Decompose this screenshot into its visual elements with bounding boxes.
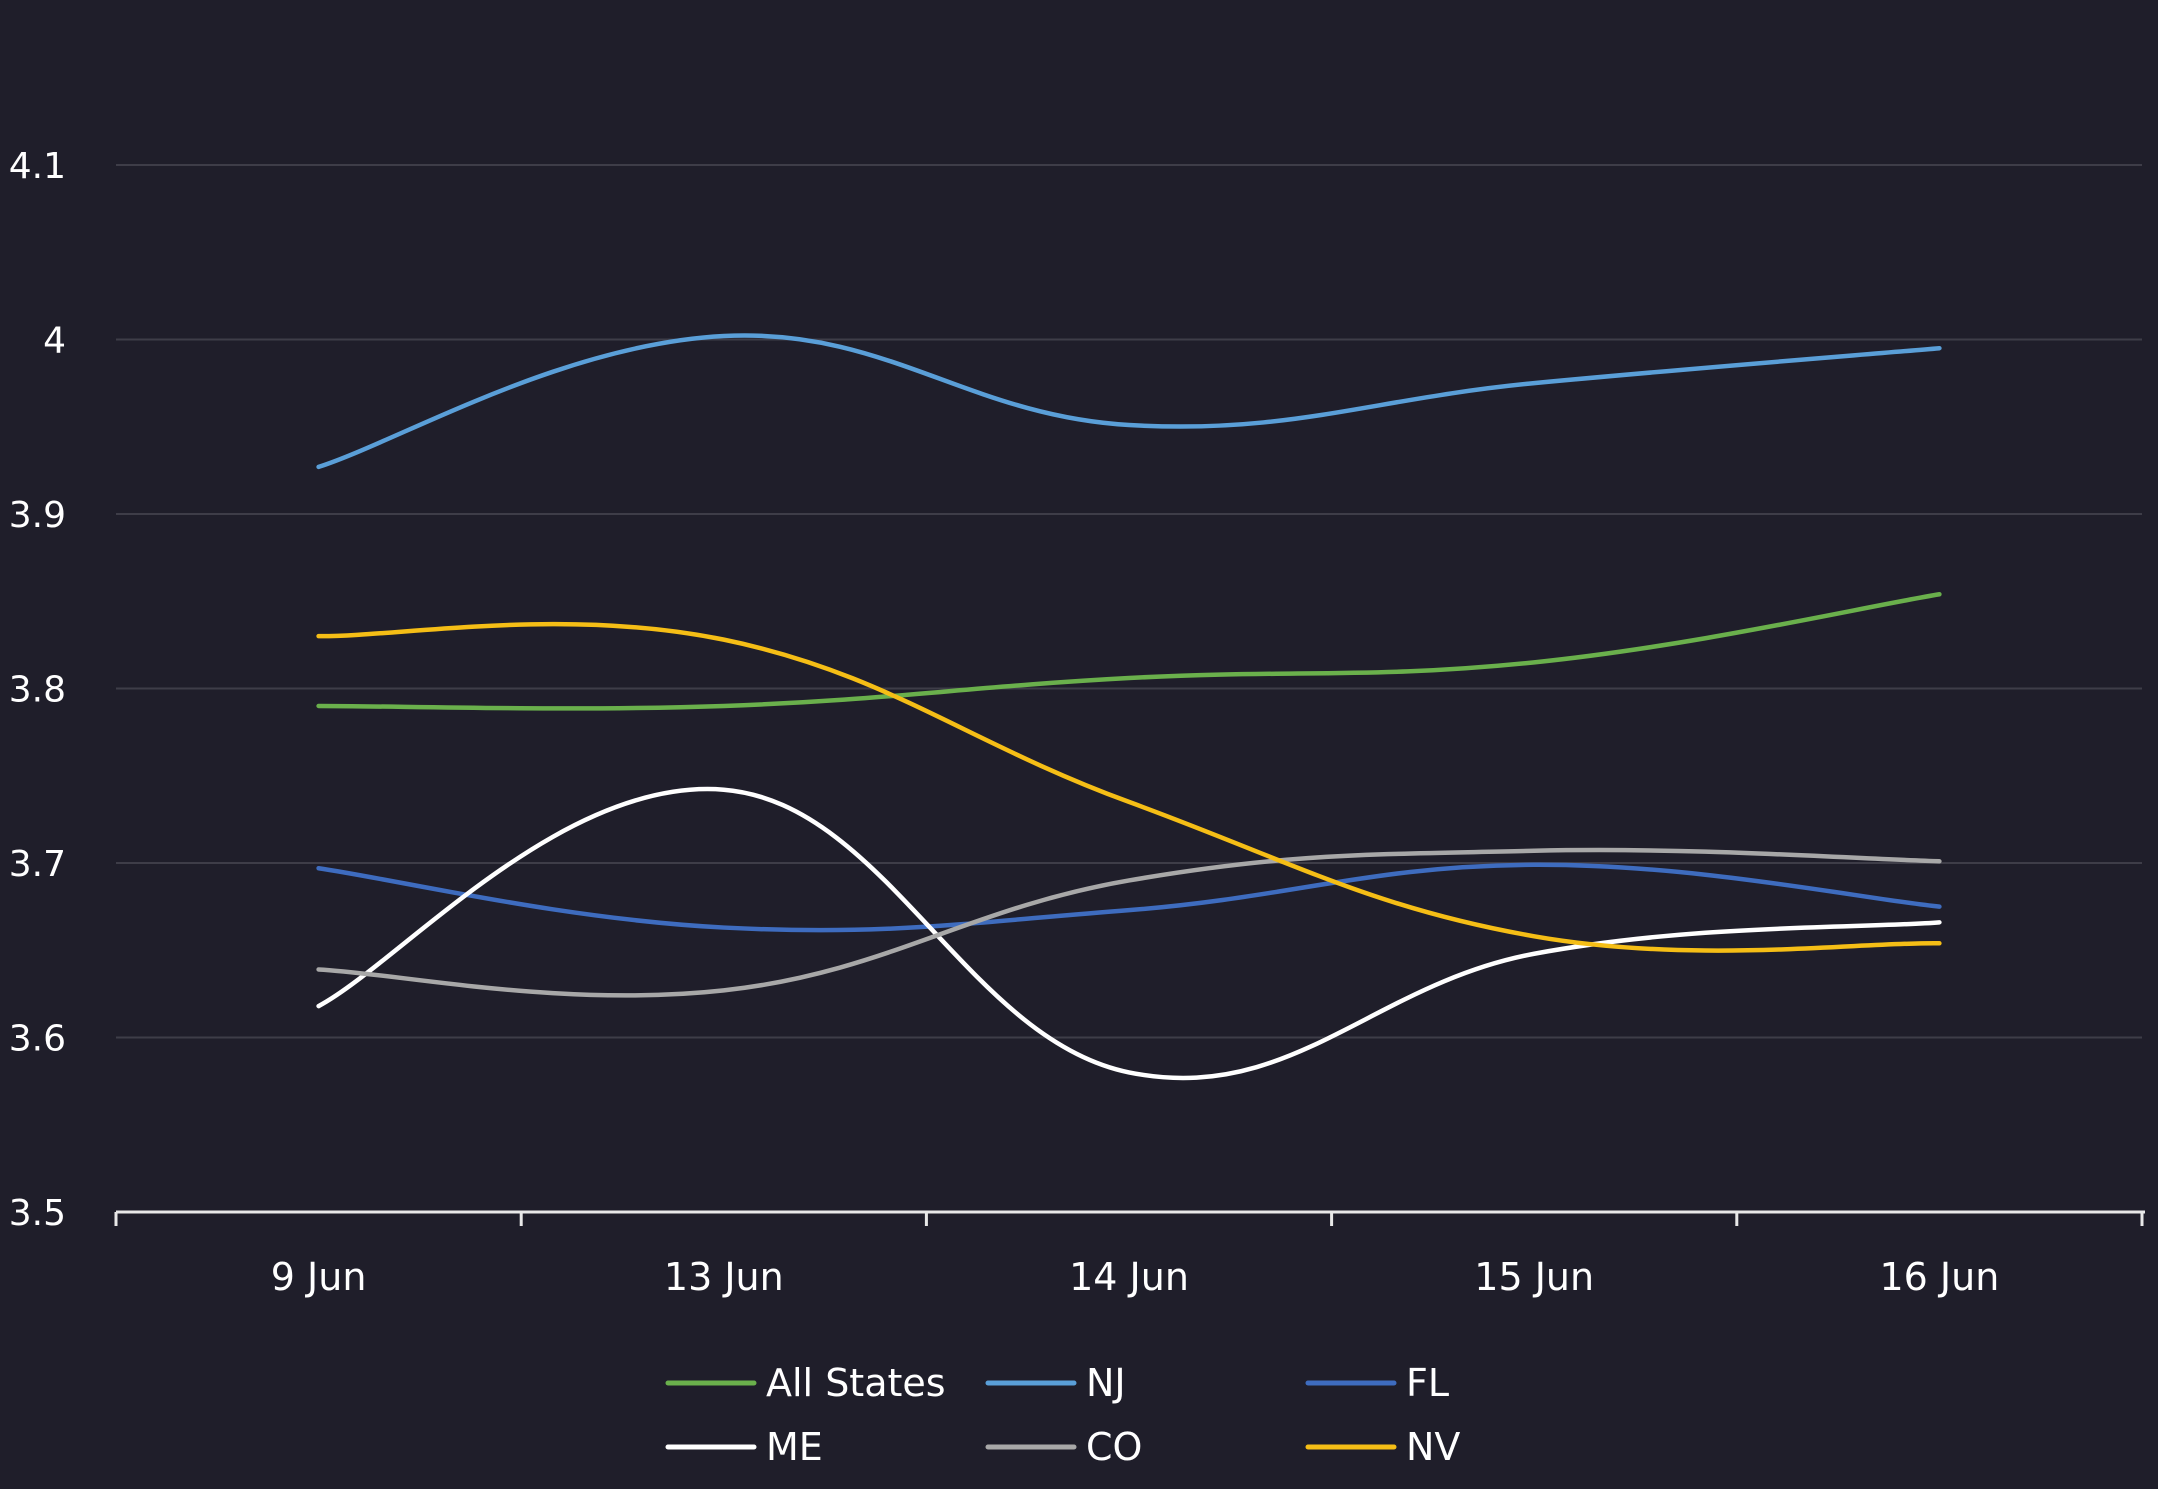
grid-lines — [116, 164, 2142, 1039]
y-tick-label: 3.7 — [9, 844, 66, 885]
series-lines — [316, 333, 1942, 1081]
x-axis-tick-labels: 9 Jun 13 Jun 14 Jun 15 Jun 16 Jun — [271, 1255, 2000, 1299]
legend: All States NJ FL ME CO NV — [665, 1361, 1460, 1469]
series-line-nv — [316, 621, 1942, 953]
x-axis — [114, 1210, 2145, 1226]
legend-label: NV — [1406, 1425, 1460, 1469]
y-tick-label: 3.9 — [9, 495, 66, 536]
legend-item-nj: NJ — [985, 1361, 1126, 1405]
y-tick-label: 4.1 — [9, 146, 66, 187]
legend-item-co: CO — [985, 1425, 1142, 1469]
series-line-co — [316, 847, 1942, 998]
legend-label: ME — [766, 1425, 823, 1469]
x-tick-label: 16 Jun — [1879, 1255, 1999, 1299]
series-line-all-states — [316, 592, 1942, 711]
x-tick-label: 9 Jun — [271, 1255, 367, 1299]
legend-item-all-states: All States — [665, 1361, 946, 1405]
y-tick-label: 3.8 — [9, 670, 66, 711]
y-tick-label: 4 — [43, 321, 66, 362]
x-tick-label: 14 Jun — [1069, 1255, 1189, 1299]
legend-item-fl: FL — [1305, 1361, 1449, 1405]
legend-label: CO — [1086, 1425, 1142, 1469]
series-line-fl — [316, 862, 1942, 933]
series-line-nj — [316, 333, 1942, 470]
y-tick-label: 3.5 — [9, 1193, 66, 1234]
y-tick-label: 3.6 — [9, 1019, 66, 1060]
y-axis-tick-labels: 3.5 3.6 3.7 3.8 3.9 4 4.1 — [9, 146, 66, 1234]
legend-label: FL — [1406, 1361, 1449, 1405]
legend-item-me: ME — [665, 1425, 823, 1469]
legend-item-nv: NV — [1305, 1425, 1460, 1469]
x-tick-label: 15 Jun — [1474, 1255, 1594, 1299]
legend-label: NJ — [1086, 1361, 1126, 1405]
series-line-me — [316, 786, 1942, 1081]
legend-label: All States — [766, 1361, 946, 1405]
x-tick-label: 13 Jun — [664, 1255, 784, 1299]
